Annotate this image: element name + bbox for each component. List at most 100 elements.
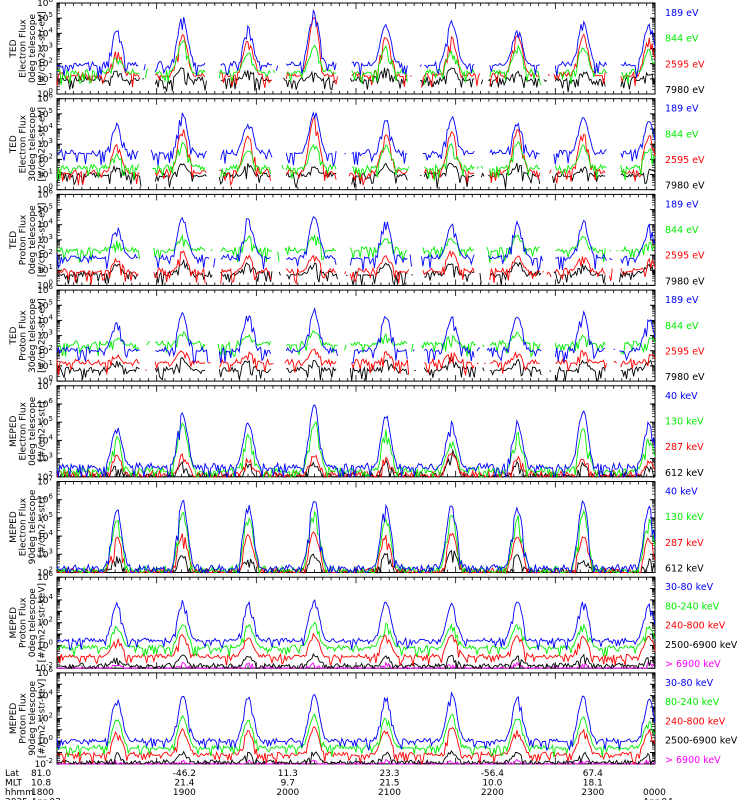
x-tick-value: 23.3 xyxy=(379,769,399,779)
y-tick-label: 103 xyxy=(37,329,53,342)
ylabel-line: [#/cm2-s-str-keV] xyxy=(38,679,48,758)
x-tick-value: 0000 xyxy=(643,788,666,798)
y-tick-label: 106 xyxy=(37,570,53,583)
ylabel-line: Electron Flux xyxy=(19,497,29,556)
series-trace xyxy=(56,67,656,93)
panel-ylabel: MEPED Electron Flux 90deg telescope [#/cm2-… xyxy=(9,489,48,564)
legend-label: 287 keV xyxy=(665,538,704,549)
y-tick-label: 101 xyxy=(37,263,53,276)
series-trace xyxy=(56,140,656,181)
ylabel-line: [#/cm2-s-str-eV] xyxy=(38,203,48,278)
y-tick-label: 102 xyxy=(37,470,53,483)
y-tick-label: 102 xyxy=(37,711,53,724)
series-trace xyxy=(56,750,656,766)
x-tick-value: 2300 xyxy=(581,788,604,798)
y-tick-label: 107 xyxy=(37,475,53,488)
y-tick-label: 105 xyxy=(37,107,53,120)
legend-label: 612 keV xyxy=(665,564,704,575)
x-tick-value: 21.4 xyxy=(174,778,194,788)
y-tick-label: 10-2 xyxy=(35,661,53,674)
ylabel-line: Electron Flux xyxy=(19,19,29,78)
panel-ylabel: MEPED Electron Flux 0deg telescope [#/cm2-s… xyxy=(9,396,48,466)
panel-frame xyxy=(56,385,656,478)
y-tick-label: 100 xyxy=(37,374,53,387)
y-tick-label: 106 xyxy=(37,666,53,679)
series-trace xyxy=(56,40,656,86)
x-tick-value: -46.2 xyxy=(173,769,196,779)
panel-ylabel: TED Electron Flux 30deg telescope [#/cm2-s-… xyxy=(9,106,48,181)
legend-label: 7980 eV xyxy=(665,85,705,96)
x-row-label: Lat xyxy=(5,769,20,779)
y-tick-label: 103 xyxy=(37,137,53,150)
y-tick-label: 103 xyxy=(37,547,53,560)
legend-label: > 6900 keV xyxy=(665,659,721,670)
y-tick-label: 103 xyxy=(37,452,53,465)
y-tick-label: 103 xyxy=(37,42,53,55)
y-tick-label: 103 xyxy=(37,233,53,246)
series-trace xyxy=(56,531,656,575)
legend-label: 2595 eV xyxy=(665,59,705,70)
x-tick-value: 67.4 xyxy=(583,769,603,779)
y-tick-label: 102 xyxy=(37,248,53,261)
x-tick-value: -56.4 xyxy=(481,769,505,779)
ylabel-line: MEPED xyxy=(9,415,19,447)
x-row-label: hhmm xyxy=(5,788,34,798)
legend-label: 130 keV xyxy=(665,512,704,523)
x-tick-value: 11.3 xyxy=(278,769,298,779)
y-tick-label: 10-2 xyxy=(35,757,53,770)
series-trace xyxy=(56,348,656,376)
x-tick-value: 81.0 xyxy=(31,769,51,779)
legend-label: 240-800 keV xyxy=(665,716,726,727)
y-tick-label: 102 xyxy=(37,566,53,579)
x-tick-value: 2000 xyxy=(276,788,299,798)
y-tick-label: 100 xyxy=(37,734,53,747)
ylabel-line: [#/cm2-s-str-eV] xyxy=(38,107,48,182)
y-tick-label: 106 xyxy=(37,92,53,105)
ylabel-line: TED xyxy=(9,39,19,58)
x-tick-value: 9.7 xyxy=(281,778,295,788)
legend-label: 80-240 keV xyxy=(665,601,720,612)
y-tick-label: 106 xyxy=(37,283,53,296)
x-tick-value: 10.8 xyxy=(31,778,51,788)
ylabel-line: 30deg telescope xyxy=(28,298,38,373)
series-trace xyxy=(56,691,656,752)
legend-label: 130 keV xyxy=(665,416,704,427)
legend-label: 240-800 keV xyxy=(665,621,726,632)
legend-label: 2595 eV xyxy=(665,346,705,357)
series-trace xyxy=(56,111,656,167)
y-tick-label: 102 xyxy=(37,152,53,165)
y-tick-label: 106 xyxy=(37,187,53,200)
ylabel-line: 0deg telescope xyxy=(28,14,38,84)
legend-label: 2500-6900 keV xyxy=(665,736,738,747)
x-row-label: MLT xyxy=(5,778,23,788)
legend-label: 30-80 keV xyxy=(665,678,714,689)
series-trace xyxy=(56,258,656,287)
series-trace xyxy=(56,9,656,78)
ylabel-line: Proton Flux xyxy=(19,214,29,265)
legend-label: 7980 eV xyxy=(665,372,705,383)
ylabel-line: 0deg telescope xyxy=(28,588,38,658)
x-tick-value: Apr 03 xyxy=(31,797,61,800)
legend-label: 2500-6900 keV xyxy=(665,640,738,651)
ylabel-line: MEPED xyxy=(9,703,19,735)
y-tick-label: 105 xyxy=(37,415,53,428)
ylabel-line: 0deg telescope xyxy=(28,205,38,275)
x-tick-value: 18.1 xyxy=(583,778,603,788)
y-tick-label: 101 xyxy=(37,168,53,181)
ylabel-line: Proton Flux xyxy=(19,310,29,361)
legend-label: 7980 eV xyxy=(665,276,705,287)
panel-ylabel: TED Electron Flux 0deg telescope [#/cm2-s-s… xyxy=(9,11,48,86)
y-tick-label: 105 xyxy=(37,298,53,311)
ylabel-line: Electron Flux xyxy=(19,114,29,173)
ylabel-line: 0deg telescope xyxy=(28,396,38,466)
series-trace xyxy=(56,17,656,88)
legend-label: 7980 eV xyxy=(665,181,705,192)
legend-label: 189 eV xyxy=(665,8,699,19)
y-tick-label: 104 xyxy=(37,689,53,702)
x-tick-value: 1800 xyxy=(31,788,54,798)
ylabel-line: MEPED xyxy=(9,511,19,543)
legend-label: 80-240 keV xyxy=(665,697,720,708)
